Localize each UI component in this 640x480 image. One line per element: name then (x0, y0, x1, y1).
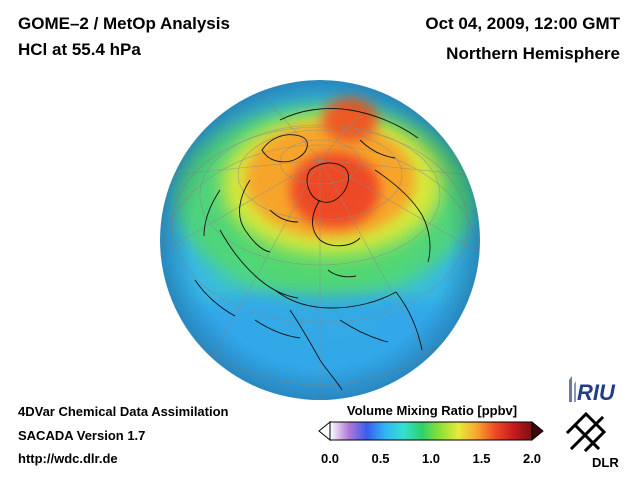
colorbar (318, 420, 544, 442)
colorbar-tick-label: 1.0 (421, 451, 441, 466)
footer-url[interactable]: http://wdc.dlr.de (18, 451, 118, 466)
riu-logo: RIU (569, 376, 616, 405)
colorbar-tick-label: 0.5 (371, 451, 390, 466)
dlr-logo-text: DLR (592, 455, 619, 470)
globe-map (160, 80, 480, 400)
colorbar-body (329, 421, 533, 441)
subtitle: HCl at 55.4 hPa (18, 40, 141, 59)
colorbar-tick-label: 2.0 (522, 451, 542, 466)
footer-method: 4DVar Chemical Data Assimilation (18, 404, 229, 419)
region-label: Northern Hemisphere (446, 44, 620, 63)
colorbar-tick-label: 1.5 (472, 451, 491, 466)
svg-text:RIU: RIU (577, 380, 616, 405)
title: GOME–2 / MetOp Analysis (18, 14, 230, 33)
globe-edge-shade (160, 80, 480, 400)
colorbar-under-arrow (318, 420, 331, 442)
dlr-emblem (565, 412, 607, 453)
colorbar-over-arrow (531, 420, 544, 442)
datetime: Oct 04, 2009, 12:00 GMT (425, 14, 620, 33)
colorbar-tick-label: 0.0 (320, 451, 340, 466)
colorbar-title: Volume Mixing Ratio [ppbv] (346, 403, 518, 418)
footer-version: SACADA Version 1.7 (18, 428, 146, 443)
